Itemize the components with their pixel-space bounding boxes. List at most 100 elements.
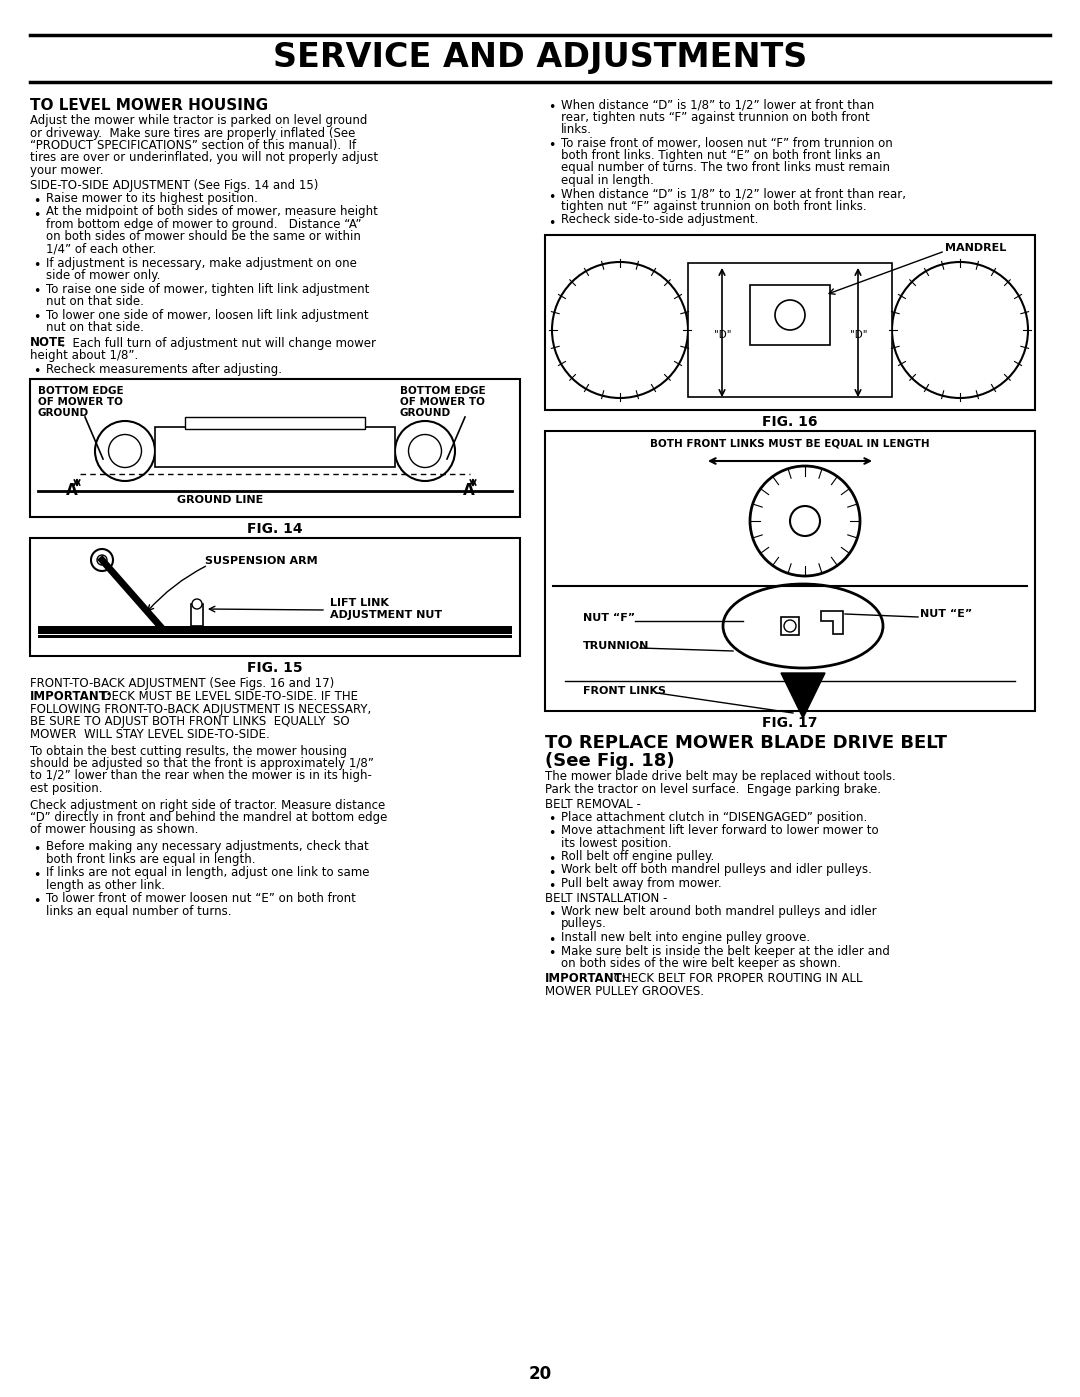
Circle shape bbox=[95, 420, 156, 481]
Text: At the midpoint of both sides of mower, measure height: At the midpoint of both sides of mower, … bbox=[46, 205, 378, 218]
Text: To raise front of mower, loosen nut “F” from trunnion on: To raise front of mower, loosen nut “F” … bbox=[561, 137, 893, 149]
Text: Move attachment lift lever forward to lower mower to: Move attachment lift lever forward to lo… bbox=[561, 824, 879, 837]
Text: "D": "D" bbox=[714, 330, 731, 339]
Text: To obtain the best cutting results, the mower housing: To obtain the best cutting results, the … bbox=[30, 745, 347, 757]
Text: FIG. 15: FIG. 15 bbox=[247, 661, 302, 675]
Text: Recheck side-to-side adjustment.: Recheck side-to-side adjustment. bbox=[561, 214, 758, 226]
Text: •: • bbox=[548, 935, 555, 947]
Text: height about 1/8”.: height about 1/8”. bbox=[30, 349, 138, 362]
Text: MOWER PULLEY GROOVES.: MOWER PULLEY GROOVES. bbox=[545, 985, 704, 997]
Text: •: • bbox=[33, 366, 40, 379]
Text: •: • bbox=[548, 854, 555, 866]
Circle shape bbox=[750, 467, 860, 576]
Text: 1/4” of each other.: 1/4” of each other. bbox=[46, 243, 157, 256]
Text: pulleys.: pulleys. bbox=[561, 918, 607, 930]
Bar bbox=[688, 263, 892, 397]
Text: To lower front of mower loosen nut “E” on both front: To lower front of mower loosen nut “E” o… bbox=[46, 893, 356, 905]
Text: OF MOWER TO: OF MOWER TO bbox=[400, 397, 485, 407]
Text: IMPORTANT:: IMPORTANT: bbox=[545, 972, 627, 985]
Bar bbox=[38, 636, 512, 638]
Text: Before making any necessary adjustments, check that: Before making any necessary adjustments,… bbox=[46, 840, 368, 854]
Text: est position.: est position. bbox=[30, 782, 103, 795]
Text: CHECK BELT FOR PROPER ROUTING IN ALL: CHECK BELT FOR PROPER ROUTING IN ALL bbox=[610, 972, 863, 985]
Text: •: • bbox=[548, 190, 555, 204]
Bar bbox=[30, 379, 519, 517]
Bar bbox=[781, 617, 799, 636]
Circle shape bbox=[775, 300, 805, 330]
Circle shape bbox=[97, 555, 107, 564]
Text: Adjust the mower while tractor is parked on level ground: Adjust the mower while tractor is parked… bbox=[30, 115, 367, 127]
Text: •: • bbox=[548, 880, 555, 893]
Text: SIDE-TO-SIDE ADJUSTMENT (See Figs. 14 and 15): SIDE-TO-SIDE ADJUSTMENT (See Figs. 14 an… bbox=[30, 179, 319, 191]
Text: "D": "D" bbox=[850, 330, 867, 339]
Text: •: • bbox=[33, 285, 40, 299]
Text: Raise mower to its highest position.: Raise mower to its highest position. bbox=[46, 191, 258, 205]
Text: •: • bbox=[33, 312, 40, 324]
Text: TRUNNION: TRUNNION bbox=[583, 641, 649, 651]
Text: DECK MUST BE LEVEL SIDE-TO-SIDE. IF THE: DECK MUST BE LEVEL SIDE-TO-SIDE. IF THE bbox=[95, 690, 357, 704]
Text: Work belt off both mandrel pulleys and idler pulleys.: Work belt off both mandrel pulleys and i… bbox=[561, 863, 872, 876]
Text: When distance “D” is 1/8” to 1/2” lower at front than: When distance “D” is 1/8” to 1/2” lower … bbox=[561, 98, 874, 110]
Text: links.: links. bbox=[561, 123, 592, 136]
Text: both front links. Tighten nut “E” on both front links an: both front links. Tighten nut “E” on bot… bbox=[561, 149, 880, 162]
Text: tires are over or underinflated, you will not properly adjust: tires are over or underinflated, you wil… bbox=[30, 151, 378, 165]
Text: Check adjustment on right side of tractor. Measure distance: Check adjustment on right side of tracto… bbox=[30, 799, 386, 812]
Text: SUSPENSION ARM: SUSPENSION ARM bbox=[205, 556, 318, 566]
Text: If adjustment is necessary, make adjustment on one: If adjustment is necessary, make adjustm… bbox=[46, 257, 356, 270]
Text: •: • bbox=[33, 842, 40, 856]
Circle shape bbox=[408, 434, 442, 468]
Circle shape bbox=[395, 420, 455, 481]
Text: on both sides of the wire belt keeper as shown.: on both sides of the wire belt keeper as… bbox=[561, 957, 841, 970]
Text: both front links are equal in length.: both front links are equal in length. bbox=[46, 852, 256, 866]
Text: •: • bbox=[548, 827, 555, 840]
Text: •: • bbox=[548, 947, 555, 961]
Bar bbox=[185, 416, 365, 429]
Text: FIG. 17: FIG. 17 bbox=[762, 717, 818, 731]
Text: •: • bbox=[548, 101, 555, 115]
Text: “PRODUCT SPECIFICATIONS” section of this manual).  If: “PRODUCT SPECIFICATIONS” section of this… bbox=[30, 138, 356, 152]
Text: Recheck measurements after adjusting.: Recheck measurements after adjusting. bbox=[46, 362, 282, 376]
Circle shape bbox=[784, 620, 796, 631]
Text: The mower blade drive belt may be replaced without tools.: The mower blade drive belt may be replac… bbox=[545, 770, 895, 782]
Text: MOWER  WILL STAY LEVEL SIDE-TO-SIDE.: MOWER WILL STAY LEVEL SIDE-TO-SIDE. bbox=[30, 728, 270, 740]
Bar bbox=[30, 538, 519, 657]
Bar bbox=[545, 235, 1035, 409]
Text: IMPORTANT:: IMPORTANT: bbox=[30, 690, 112, 704]
Text: •: • bbox=[33, 895, 40, 908]
Text: or driveway.  Make sure tires are properly inflated (See: or driveway. Make sure tires are properl… bbox=[30, 127, 355, 140]
Text: BELT INSTALLATION -: BELT INSTALLATION - bbox=[545, 893, 667, 905]
Text: MANDREL: MANDREL bbox=[945, 243, 1007, 253]
Text: links an equal number of turns.: links an equal number of turns. bbox=[46, 904, 231, 918]
Text: nut on that side.: nut on that side. bbox=[46, 321, 144, 334]
Text: Pull belt away from mower.: Pull belt away from mower. bbox=[561, 877, 721, 890]
Text: FRONT LINKS: FRONT LINKS bbox=[583, 686, 666, 696]
Text: should be adjusted so that the front is approximately 1/8”: should be adjusted so that the front is … bbox=[30, 757, 374, 770]
Text: your mower.: your mower. bbox=[30, 163, 104, 177]
Text: BOTTOM EDGE: BOTTOM EDGE bbox=[38, 386, 123, 395]
Text: ADJUSTMENT NUT: ADJUSTMENT NUT bbox=[330, 610, 442, 620]
Circle shape bbox=[892, 263, 1028, 398]
Text: FIG. 16: FIG. 16 bbox=[762, 415, 818, 429]
Text: A: A bbox=[463, 483, 475, 497]
Text: NOTE: NOTE bbox=[30, 337, 66, 349]
Bar bbox=[156, 427, 395, 467]
Bar bbox=[38, 626, 512, 634]
Text: •: • bbox=[33, 208, 40, 222]
Text: FOLLOWING FRONT-TO-BACK ADJUSTMENT IS NECESSARY,: FOLLOWING FRONT-TO-BACK ADJUSTMENT IS NE… bbox=[30, 703, 372, 717]
Text: •: • bbox=[548, 908, 555, 921]
Text: •: • bbox=[548, 813, 555, 827]
Text: on both sides of mower should be the same or within: on both sides of mower should be the sam… bbox=[46, 231, 361, 243]
Text: Make sure belt is inside the belt keeper at the idler and: Make sure belt is inside the belt keeper… bbox=[561, 944, 890, 957]
Text: TO LEVEL MOWER HOUSING: TO LEVEL MOWER HOUSING bbox=[30, 98, 268, 113]
Text: Place attachment clutch in “DISENGAGED” position.: Place attachment clutch in “DISENGAGED” … bbox=[561, 810, 867, 823]
Text: Roll belt off engine pulley.: Roll belt off engine pulley. bbox=[561, 849, 714, 863]
Circle shape bbox=[108, 434, 141, 468]
Text: to 1/2” lower than the rear when the mower is in its high-: to 1/2” lower than the rear when the mow… bbox=[30, 770, 372, 782]
Circle shape bbox=[552, 263, 688, 398]
Text: To raise one side of mower, tighten lift link adjustment: To raise one side of mower, tighten lift… bbox=[46, 282, 369, 296]
Circle shape bbox=[789, 506, 820, 536]
Text: •: • bbox=[33, 260, 40, 272]
Text: GROUND LINE: GROUND LINE bbox=[177, 495, 264, 504]
Text: If links are not equal in length, adjust one link to same: If links are not equal in length, adjust… bbox=[46, 866, 369, 879]
Bar bbox=[750, 285, 831, 345]
